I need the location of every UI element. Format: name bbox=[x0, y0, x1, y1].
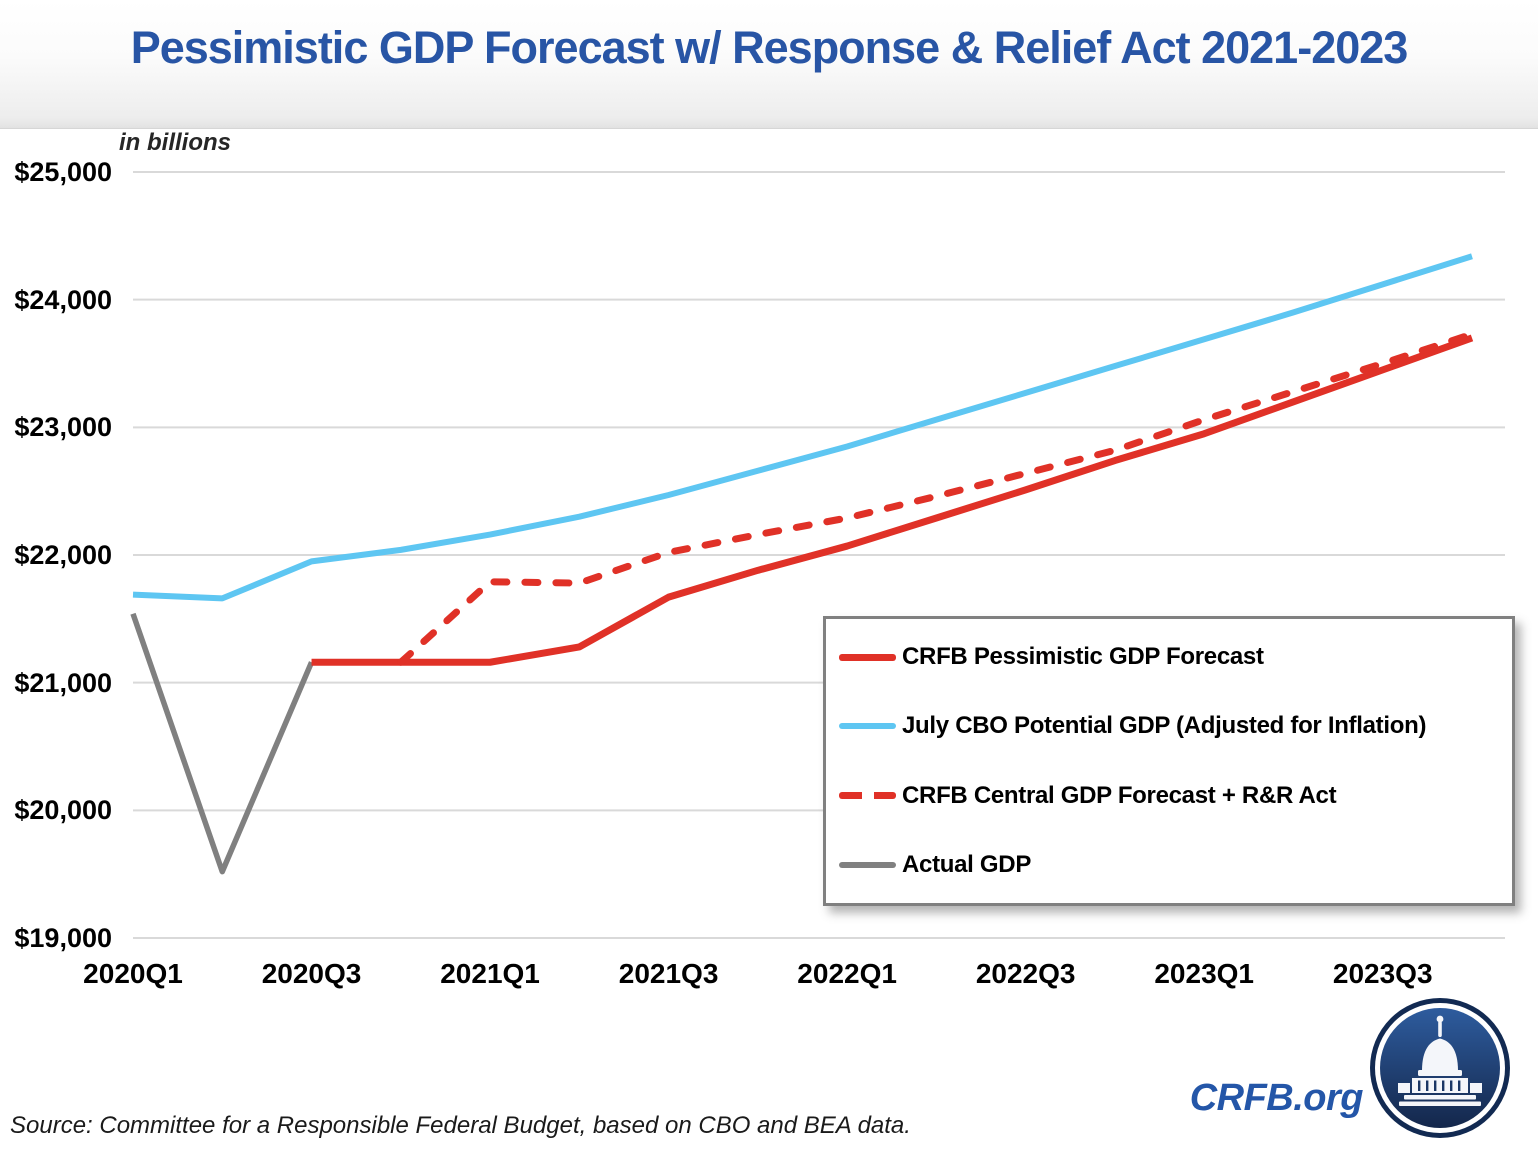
legend-label: Actual GDP bbox=[902, 850, 1032, 878]
crfb-logo bbox=[1370, 998, 1510, 1138]
legend-item-pessimistic: CRFB Pessimistic GDP Forecast bbox=[839, 643, 1512, 671]
capitol-columns bbox=[1418, 1080, 1461, 1091]
y-axis-tick-label: $22,000 bbox=[14, 540, 112, 570]
series-line-central-rr bbox=[397, 330, 1476, 666]
x-axis-tick-label: 2022Q3 bbox=[975, 958, 1076, 989]
x-axis-tick-label: 2021Q3 bbox=[618, 958, 719, 989]
series-line-actual bbox=[130, 612, 315, 875]
page-title: Pessimistic GDP Forecast w/ Response & R… bbox=[130, 22, 1409, 73]
x-axis-tick-label: 2020Q1 bbox=[83, 958, 183, 989]
y-axis-tick-label: $24,000 bbox=[14, 284, 112, 315]
legend-label: CRFB Pessimistic GDP Forecast bbox=[902, 643, 1264, 670]
legend-item-actual: Actual GDP bbox=[839, 851, 1512, 879]
x-axis-tick-label: 2020Q3 bbox=[261, 958, 362, 989]
legend-swatch-cbo-potential bbox=[839, 723, 896, 730]
series-line-pessimistic bbox=[311, 334, 1474, 666]
legend-label: July CBO Potential GDP (Adjusted for Inf… bbox=[902, 712, 1427, 740]
legend-swatch-pessimistic bbox=[839, 653, 896, 661]
units-label: in billions bbox=[119, 129, 231, 156]
legend-label: CRFB Central GDP Forecast + R&R Act bbox=[902, 781, 1337, 809]
legend-item-cbo-potential: July CBO Potential GDP (Adjusted for Inf… bbox=[839, 712, 1512, 740]
y-axis-tick-label: $21,000 bbox=[14, 667, 112, 698]
source-note: Source: Committee for a Responsible Fede… bbox=[10, 1112, 911, 1139]
legend-swatch-actual bbox=[839, 861, 896, 868]
legend-swatch-central-rr bbox=[839, 792, 896, 800]
y-axis-tick-label: $25,000 bbox=[14, 157, 112, 187]
x-axis-tick-label: 2022Q1 bbox=[797, 958, 897, 989]
x-axis-tick-label: 2021Q1 bbox=[440, 958, 540, 989]
y-axis-tick-label: $19,000 bbox=[14, 923, 112, 953]
x-axis-tick-label: 2023Q1 bbox=[1154, 958, 1254, 989]
y-axis-tick-label: $20,000 bbox=[14, 795, 112, 826]
crfb-org-wordmark: CRFB.org bbox=[1189, 1077, 1364, 1119]
series-lines bbox=[130, 253, 1476, 875]
title-band bbox=[0, 0, 1538, 129]
legend: CRFB Pessimistic GDP Forecast July CBO Po… bbox=[823, 616, 1515, 906]
legend-item-central-rr: CRFB Central GDP Forecast + R&R Act bbox=[839, 782, 1512, 810]
y-axis-tick-label: $23,000 bbox=[14, 412, 112, 443]
series-line-cbo-potential bbox=[132, 253, 1473, 602]
x-axis-tick-label: 2023Q3 bbox=[1332, 958, 1433, 989]
